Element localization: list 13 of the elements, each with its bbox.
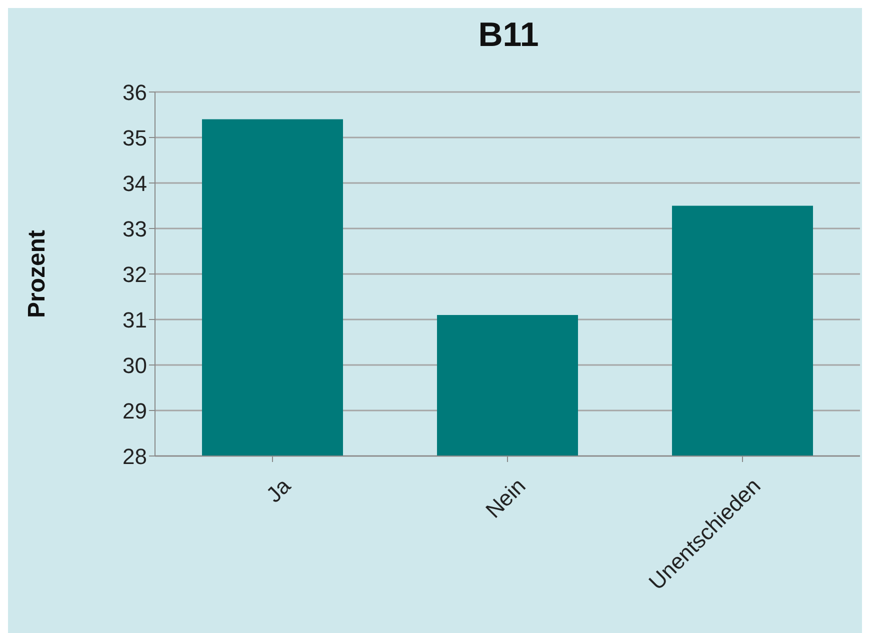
y-tick-label: 35 xyxy=(122,125,147,150)
chart-title: B11 xyxy=(477,16,540,55)
y-tick-label: 28 xyxy=(122,444,147,469)
y-tick-label: 30 xyxy=(122,352,147,378)
y-tick-label: 33 xyxy=(122,216,147,242)
y-tick-label: 29 xyxy=(122,398,147,424)
y-tick-label: 36 xyxy=(122,80,147,105)
y-tick-label: 32 xyxy=(122,262,147,287)
x-tick-label: Nein xyxy=(480,473,530,523)
y-tick-label: 34 xyxy=(122,170,147,196)
x-tick-label: Ja xyxy=(261,472,296,508)
y-tick-label: 31 xyxy=(122,307,147,332)
y-axis-title: Prozent xyxy=(24,230,51,318)
